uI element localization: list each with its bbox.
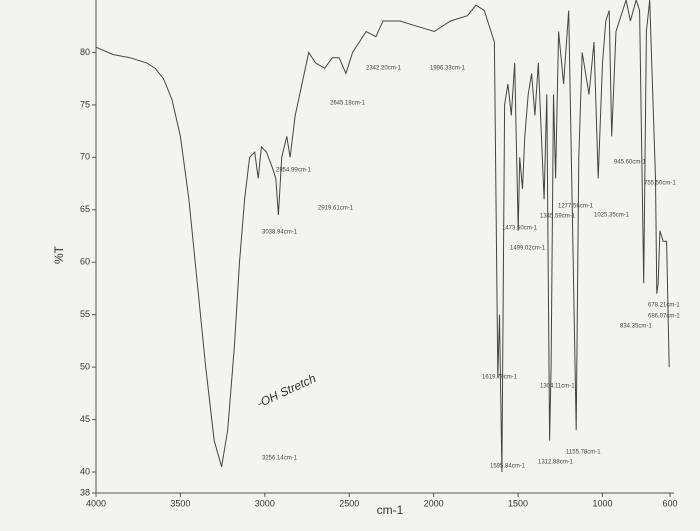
y-tick-label: 70 bbox=[80, 152, 90, 162]
y-tick-label: 45 bbox=[80, 414, 90, 424]
peak-label: 3038.94cm-1 bbox=[262, 230, 298, 236]
spectrum-line bbox=[95, 0, 670, 473]
peak-label: 1473.50cm-1 bbox=[502, 226, 538, 232]
peak-label: 2342.20cm-1 bbox=[366, 66, 402, 72]
y-tick-label: 80 bbox=[80, 47, 90, 57]
x-tick-label: 3500 bbox=[170, 498, 190, 508]
y-tick-label: 60 bbox=[80, 257, 90, 267]
x-tick-label: 2500 bbox=[339, 498, 359, 508]
y-tick-label: 50 bbox=[80, 362, 90, 372]
peak-label: 1155.78cm-1 bbox=[566, 450, 601, 456]
peak-label: 945.60cm-1 bbox=[614, 160, 646, 166]
x-axis-label: cm-1 bbox=[377, 503, 404, 517]
x-tick-label: 4000 bbox=[86, 498, 106, 508]
y-tick-label: 75 bbox=[80, 99, 90, 109]
peak-label: 2954.99cm-1 bbox=[276, 168, 312, 174]
x-tick-label: 600 bbox=[662, 498, 677, 508]
y-tick-label: 38 bbox=[80, 487, 90, 497]
peak-label: 2645.18cm-1 bbox=[330, 101, 366, 107]
peak-label: 1277.56cm-1 bbox=[558, 204, 594, 210]
y-axis-label: %T bbox=[52, 245, 66, 264]
x-tick-label: 1000 bbox=[592, 498, 612, 508]
peak-label: 678.21cm-1 bbox=[648, 303, 680, 309]
peak-label: 1345.59cm-1 bbox=[540, 214, 576, 220]
peak-label: 3256.14cm-1 bbox=[262, 456, 298, 462]
peak-label: 1595.84cm-1 bbox=[490, 464, 526, 470]
peak-label: 1304.11cm-1 bbox=[540, 384, 575, 390]
x-tick-label: 1500 bbox=[508, 498, 528, 508]
x-tick-label: 3000 bbox=[255, 498, 275, 508]
peak-label: 755.50cm-1 bbox=[644, 181, 676, 187]
peak-label: 2919.61cm-1 bbox=[318, 206, 354, 212]
peak-label: 1996.33cm-1 bbox=[430, 66, 466, 72]
peak-label: 686.07cm-1 bbox=[648, 314, 680, 320]
y-tick-label: 55 bbox=[80, 309, 90, 319]
peak-label: 1619.79cm-1 bbox=[482, 375, 518, 381]
y-tick-label: 65 bbox=[80, 204, 90, 214]
y-tick-label: 40 bbox=[80, 466, 90, 476]
x-tick-label: 2000 bbox=[424, 498, 444, 508]
peak-label: 1025.35cm-1 bbox=[594, 213, 630, 219]
peak-label: 1312.88cm-1 bbox=[538, 460, 574, 466]
peak-label: 834.35cm-1 bbox=[620, 324, 652, 330]
peak-label: 1499.02cm-1 bbox=[510, 246, 546, 252]
handwritten-note: -OH Stretch bbox=[255, 371, 319, 411]
